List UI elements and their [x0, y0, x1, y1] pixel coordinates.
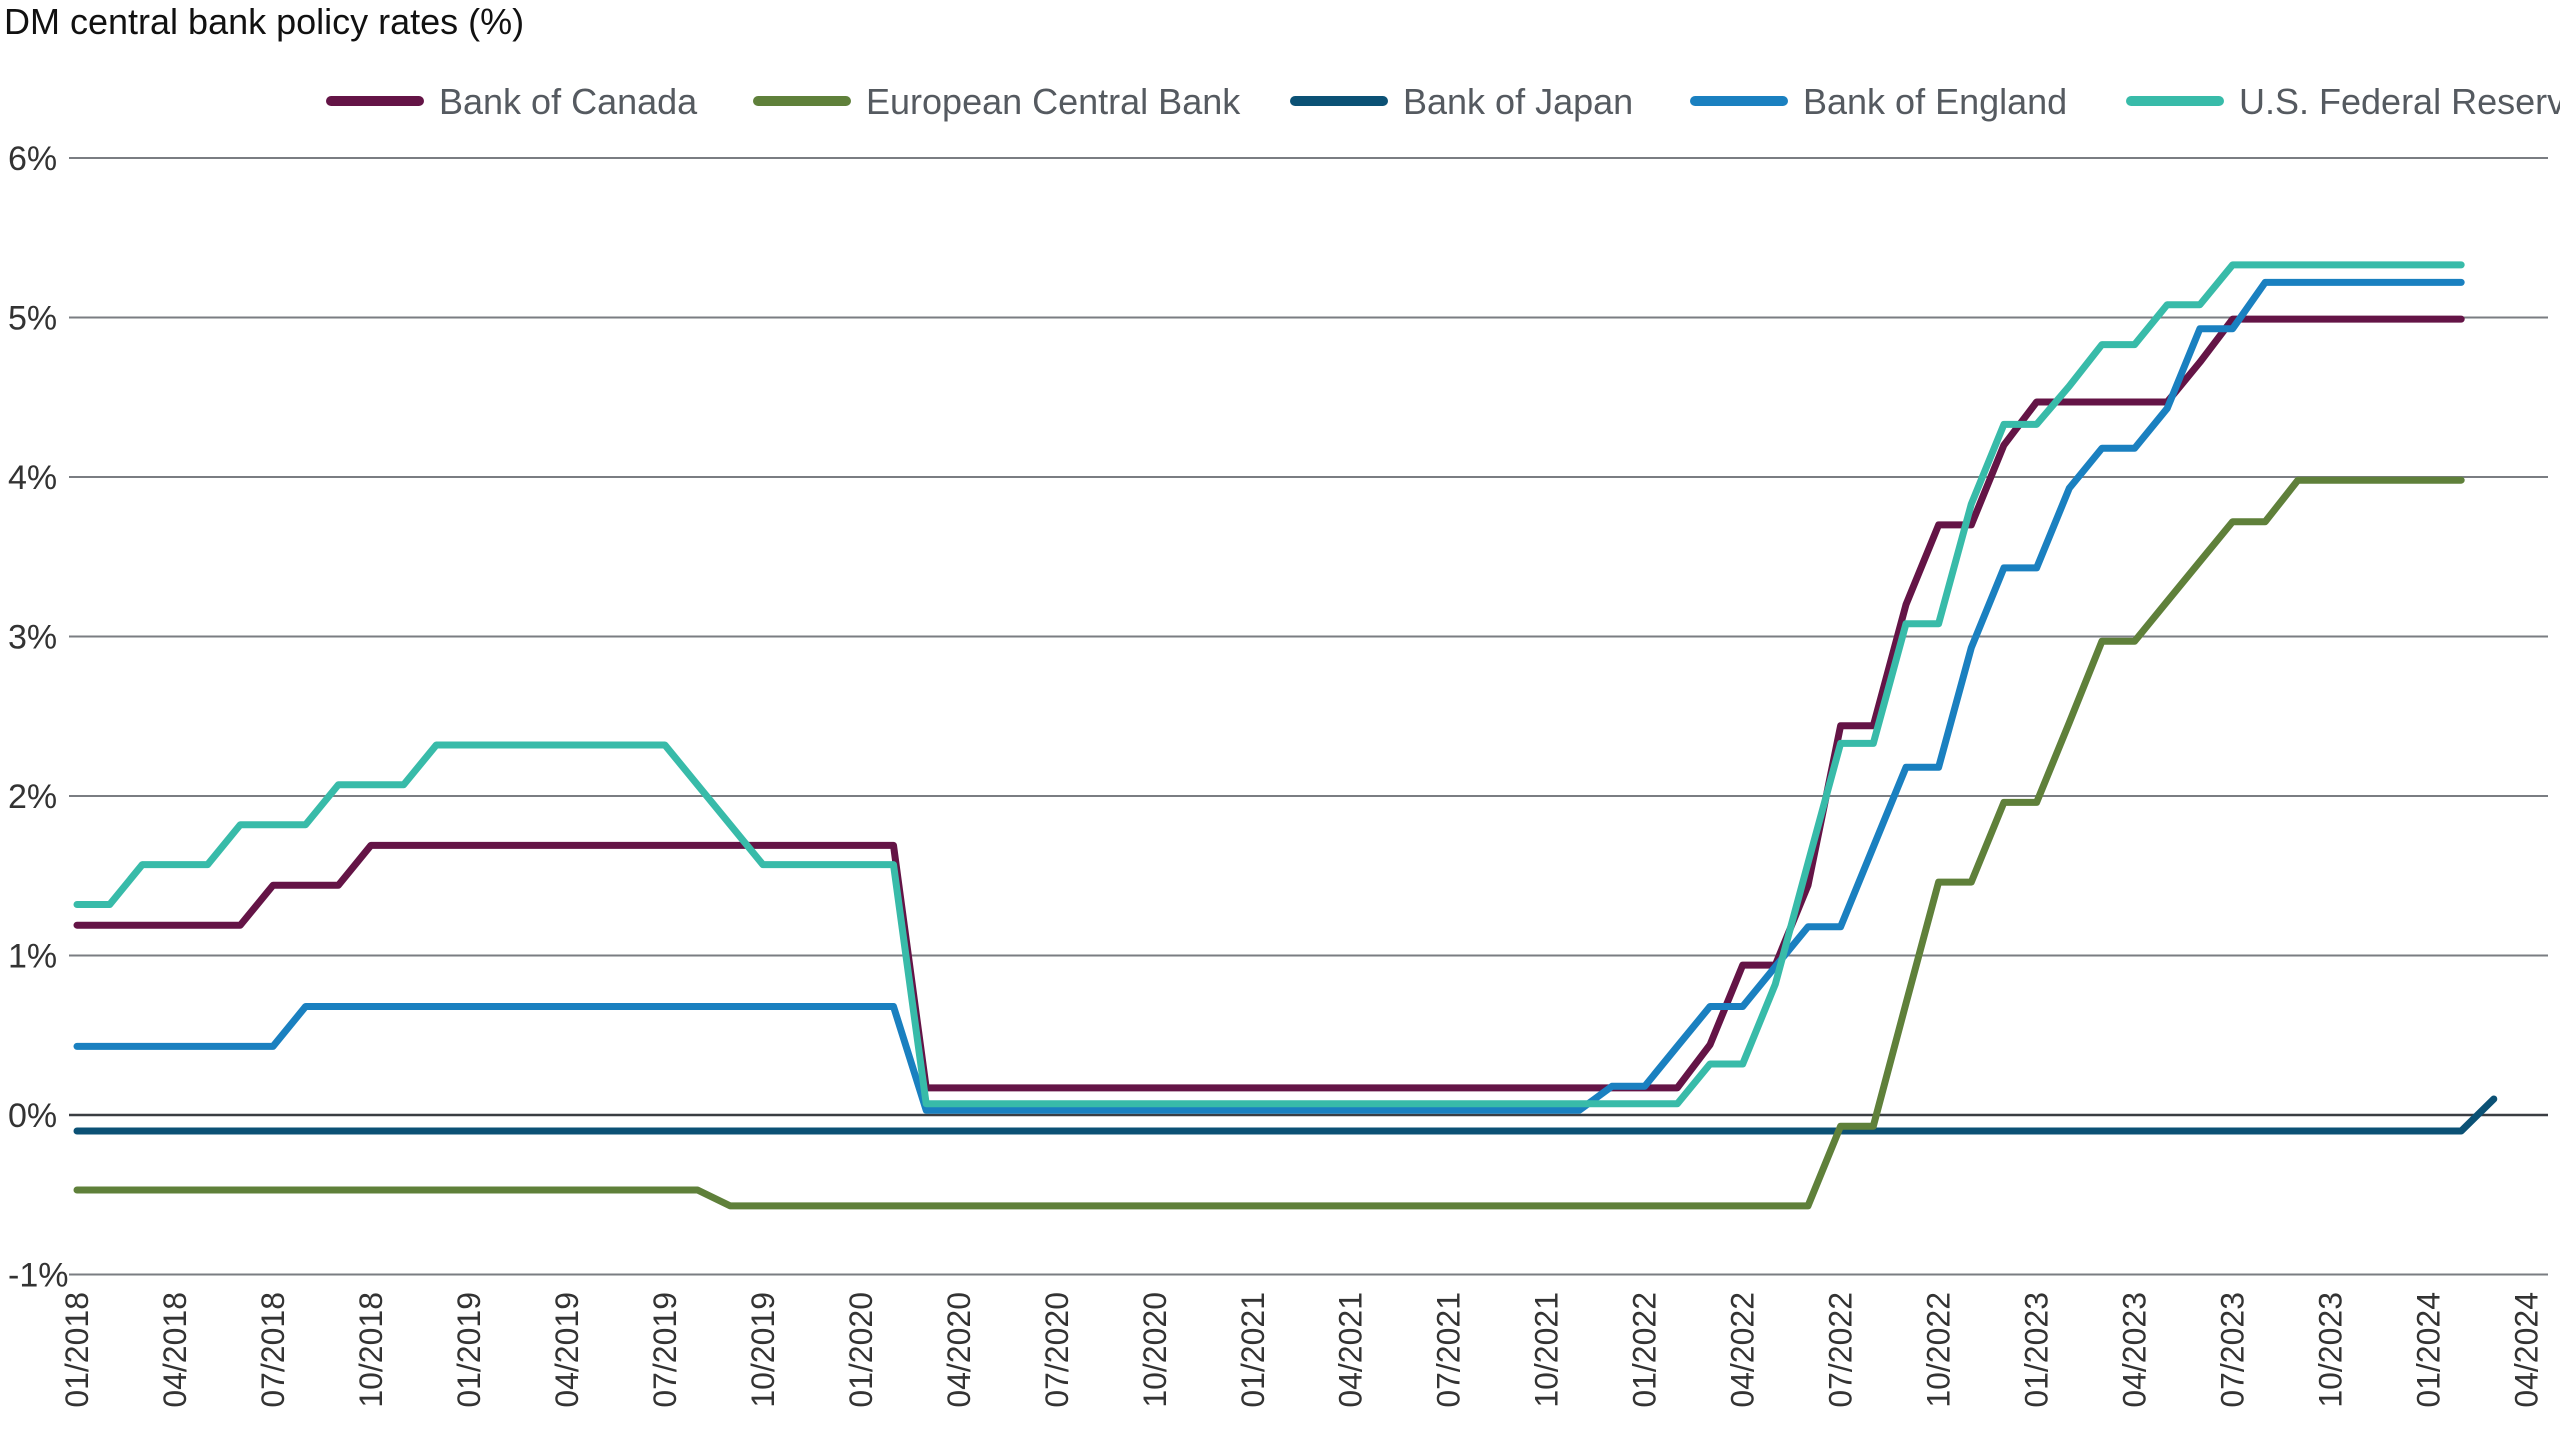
series-lines: [73, 261, 2498, 1210]
y-axis-ticks: -1% 0% 1% 2% 3% 4% 5% 6%: [8, 140, 68, 1295]
x-tick-label: 04/2019: [549, 1292, 585, 1408]
x-tick-label: 04/2022: [1725, 1292, 1761, 1408]
x-tick-label: 07/2021: [1431, 1292, 1467, 1408]
x-tick-label: 07/2020: [1039, 1292, 1075, 1408]
y-tick-label: -1%: [8, 1257, 68, 1295]
series-line-european-central-bank: [73, 476, 2465, 1210]
x-tick-label: 10/2018: [353, 1292, 389, 1408]
x-tick-label: 10/2019: [745, 1292, 781, 1408]
legend-label: Bank of England: [1803, 81, 2067, 122]
x-tick-label: 01/2023: [2019, 1292, 2055, 1408]
x-tick-label: 07/2018: [255, 1292, 291, 1408]
legend: Bank of Canada European Central Bank Bank …: [326, 81, 2560, 122]
x-tick-label: 01/2021: [1235, 1292, 1271, 1408]
x-axis-ticks: 01/2018 04/2018 07/2018 10/2018 01/2019 04/20…: [59, 1292, 2545, 1408]
legend-item: U.S. Federal Reserve: [2126, 81, 2560, 122]
y-tick-label: 5%: [8, 300, 57, 338]
x-tick-label: 01/2018: [59, 1292, 95, 1408]
x-tick-label: 07/2023: [2215, 1292, 2251, 1408]
y-tick-label: 4%: [8, 459, 57, 497]
x-tick-label: 10/2021: [1529, 1292, 1565, 1408]
x-tick-label: 04/2021: [1333, 1292, 1369, 1408]
legend-label: European Central Bank: [866, 81, 1241, 122]
legend-label: Bank of Canada: [439, 81, 698, 122]
x-tick-label: 04/2023: [2117, 1292, 2153, 1408]
legend-label: Bank of Japan: [1403, 81, 1633, 122]
x-tick-label: 10/2023: [2313, 1292, 2349, 1408]
series-line-u-s-federal-reserve: [73, 261, 2465, 1108]
x-tick-label: 01/2022: [1627, 1292, 1663, 1408]
x-tick-label: 04/2024: [2509, 1292, 2545, 1408]
legend-item: Bank of Japan: [1290, 81, 1633, 122]
y-tick-label: 6%: [8, 140, 57, 178]
x-tick-label: 04/2018: [157, 1292, 193, 1408]
series-line-bank-of-canada: [73, 315, 2465, 1092]
legend-item: European Central Bank: [753, 81, 1241, 122]
legend-item: Bank of England: [1690, 81, 2067, 122]
x-tick-label: 07/2022: [1823, 1292, 1859, 1408]
x-tick-label: 04/2020: [941, 1292, 977, 1408]
legend-label: U.S. Federal Reserve: [2239, 81, 2560, 122]
gridlines: [69, 157, 2548, 1276]
legend-item: Bank of Canada: [326, 81, 698, 122]
x-tick-label: 10/2022: [1921, 1292, 1957, 1408]
x-tick-label: 10/2020: [1137, 1292, 1173, 1408]
x-tick-label: 01/2020: [843, 1292, 879, 1408]
y-tick-label: 2%: [8, 778, 57, 816]
series-line-bank-of-japan: [73, 1095, 2498, 1135]
chart-title: DM central bank policy rates (%): [4, 1, 524, 42]
y-tick-label: 1%: [8, 938, 57, 976]
x-tick-label: 01/2024: [2411, 1292, 2447, 1408]
y-tick-label: 0%: [8, 1097, 57, 1135]
series-line-bank-of-england: [73, 278, 2465, 1114]
x-tick-label: 07/2019: [647, 1292, 683, 1408]
x-tick-label: 01/2019: [451, 1292, 487, 1408]
y-tick-label: 3%: [8, 619, 57, 657]
